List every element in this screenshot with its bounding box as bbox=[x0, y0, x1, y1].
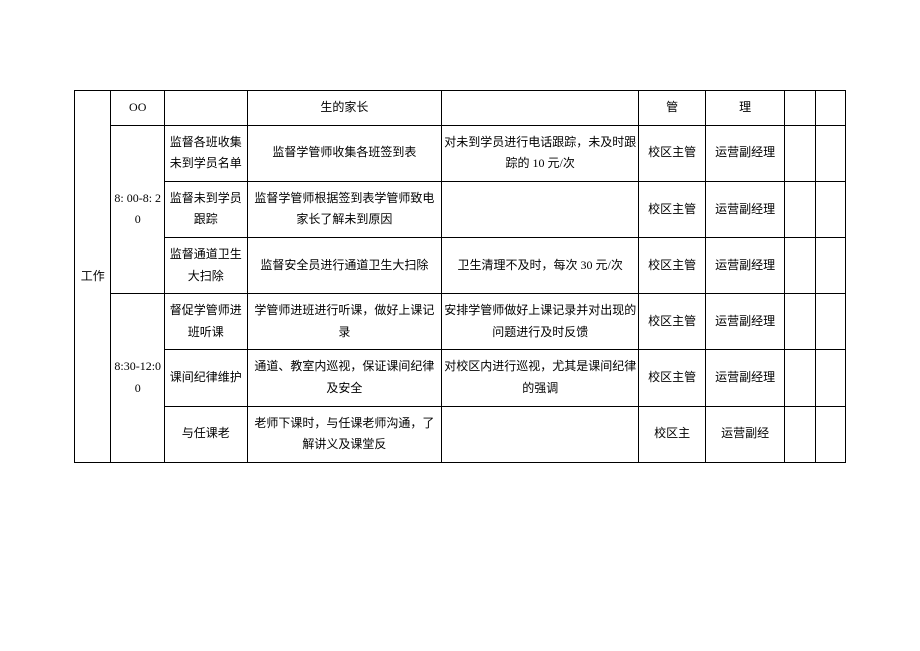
cell bbox=[815, 237, 845, 293]
table-row: 课间纪律维护 通道、教室内巡视，保证课间纪律及安全 对校区内进行巡视，尤其是课间… bbox=[75, 350, 846, 406]
cell: 监督学管师根据签到表学管师致电家长了解未到原因 bbox=[247, 181, 442, 237]
cell: 通道、教室内巡视，保证课间纪律及安全 bbox=[247, 350, 442, 406]
cell: 校区主管 bbox=[639, 350, 706, 406]
cell: 监督学管师收集各班签到表 bbox=[247, 125, 442, 181]
cell bbox=[785, 350, 815, 406]
col3-header bbox=[164, 91, 247, 126]
cell: 老师下课时，与任课老师沟通，了解讲义及课堂反 bbox=[247, 406, 442, 462]
cell: 运营副经理 bbox=[706, 350, 785, 406]
cell: 校区主 bbox=[639, 406, 706, 462]
cell: 监督安全员进行通道卫生大扫除 bbox=[247, 237, 442, 293]
col1-label: 工作 bbox=[75, 91, 111, 463]
cell bbox=[815, 406, 845, 462]
time-cell: 8: 00-8: 20 bbox=[111, 125, 165, 294]
cell: 运营副经理 bbox=[706, 294, 785, 350]
cell: 监督各班收集未到学员名单 bbox=[164, 125, 247, 181]
cell: 校区主管 bbox=[639, 237, 706, 293]
cell: 卫生清理不及时，每次 30 元/次 bbox=[442, 237, 639, 293]
cell: 运营副经理 bbox=[706, 237, 785, 293]
cell: 校区主管 bbox=[639, 294, 706, 350]
cell bbox=[785, 406, 815, 462]
cell: 校区主管 bbox=[639, 125, 706, 181]
cell: 与任课老 bbox=[164, 406, 247, 462]
cell bbox=[815, 350, 845, 406]
time-cell: 8:30-12:00 bbox=[111, 294, 165, 463]
cell bbox=[442, 181, 639, 237]
cell: 对未到学员进行电话跟踪，未及时跟踪的 10 元/次 bbox=[442, 125, 639, 181]
cell: 监督通道卫生大扫除 bbox=[164, 237, 247, 293]
cell: 课间纪律维护 bbox=[164, 350, 247, 406]
cell: 安排学管师做好上课记录并对出现的问题进行及时反馈 bbox=[442, 294, 639, 350]
cell: 学管师进班进行听课，做好上课记录 bbox=[247, 294, 442, 350]
col5-header bbox=[442, 91, 639, 126]
table-row: 监督未到学员跟踪 监督学管师根据签到表学管师致电家长了解未到原因 校区主管 运营… bbox=[75, 181, 846, 237]
table-row: 与任课老 老师下课时，与任课老师沟通，了解讲义及课堂反 校区主 运营副经 bbox=[75, 406, 846, 462]
col7-header: 理 bbox=[706, 91, 785, 126]
cell bbox=[785, 237, 815, 293]
cell bbox=[815, 181, 845, 237]
cell: 运营副经理 bbox=[706, 125, 785, 181]
cell: 校区主管 bbox=[639, 181, 706, 237]
schedule-table: 工作 OO 生的家长 管 理 8: 00-8: 20 监督各班收集未到学员名单 … bbox=[74, 90, 846, 463]
cell bbox=[785, 181, 815, 237]
col4-header: 生的家长 bbox=[247, 91, 442, 126]
table-row: 8:30-12:00 督促学管师进班听课 学管师进班进行听课，做好上课记录 安排… bbox=[75, 294, 846, 350]
cell bbox=[442, 406, 639, 462]
table-row: 8: 00-8: 20 监督各班收集未到学员名单 监督学管师收集各班签到表 对未… bbox=[75, 125, 846, 181]
cell: 监督未到学员跟踪 bbox=[164, 181, 247, 237]
col8-header bbox=[785, 91, 815, 126]
cell bbox=[785, 294, 815, 350]
table-row: 监督通道卫生大扫除 监督安全员进行通道卫生大扫除 卫生清理不及时，每次 30 元… bbox=[75, 237, 846, 293]
table-row: 工作 OO 生的家长 管 理 bbox=[75, 91, 846, 126]
cell: 督促学管师进班听课 bbox=[164, 294, 247, 350]
cell bbox=[815, 294, 845, 350]
col2-header: OO bbox=[111, 91, 165, 126]
cell: 运营副经 bbox=[706, 406, 785, 462]
cell: 运营副经理 bbox=[706, 181, 785, 237]
cell bbox=[815, 125, 845, 181]
cell bbox=[785, 125, 815, 181]
col6-header: 管 bbox=[639, 91, 706, 126]
cell: 对校区内进行巡视，尤其是课间纪律的强调 bbox=[442, 350, 639, 406]
col9-header bbox=[815, 91, 845, 126]
